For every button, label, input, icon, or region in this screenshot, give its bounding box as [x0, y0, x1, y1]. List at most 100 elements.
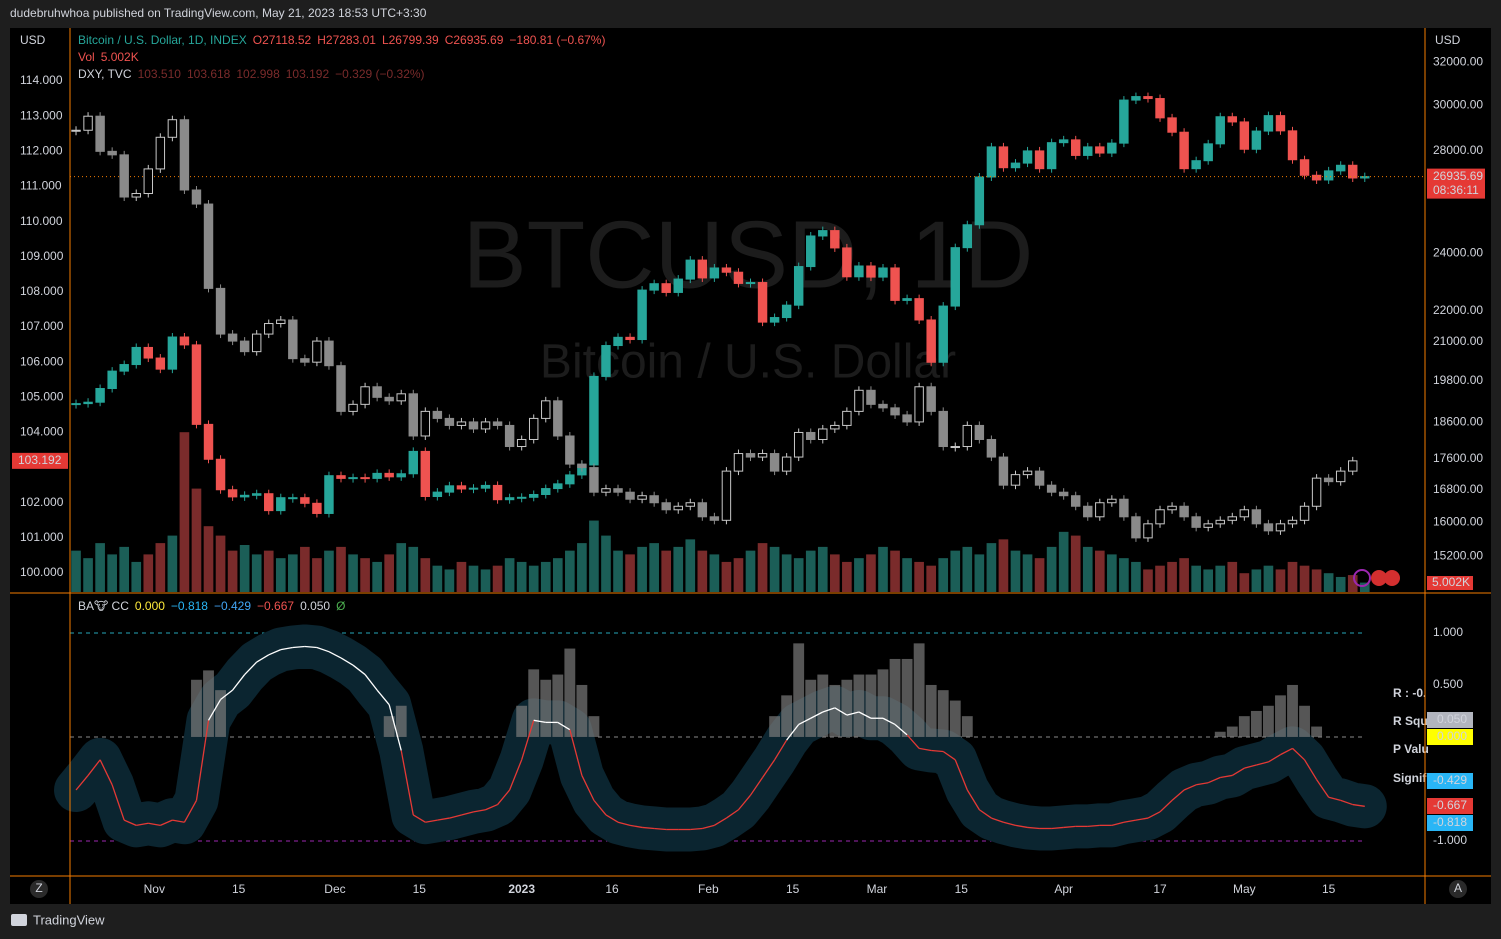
candle-body — [143, 346, 154, 359]
candle-body — [541, 400, 551, 419]
volume-bar — [420, 558, 431, 592]
histogram-bar — [1299, 705, 1310, 737]
candle-body — [1034, 470, 1045, 486]
candle-body — [661, 502, 671, 511]
candle-body — [360, 477, 370, 480]
volume-bar — [83, 558, 93, 592]
event-icon[interactable] — [1371, 570, 1387, 586]
candle-body — [95, 388, 105, 403]
correlation-segment — [533, 719, 546, 724]
candle-body — [1131, 516, 1141, 539]
left-tick-label: 108.000 — [20, 284, 64, 298]
left-tick-label: 109.000 — [20, 249, 64, 263]
candle-body — [215, 287, 226, 335]
button-z[interactable] — [30, 880, 48, 898]
candle-body — [516, 496, 527, 499]
legend-btc-name: Bitcoin / U.S. Dollar, 1D, INDEX — [78, 33, 247, 47]
histogram-bar — [949, 700, 961, 737]
legend-stat: C26935.69 — [445, 33, 504, 47]
button-a[interactable] — [1449, 880, 1467, 898]
legend-volume-name: Vol — [78, 50, 95, 64]
candle-body — [95, 115, 105, 152]
candle-body — [890, 267, 900, 301]
volume-bar — [516, 561, 527, 592]
candle-body — [842, 247, 852, 278]
histogram-bar — [1311, 726, 1323, 737]
button-a-label[interactable]: A — [1454, 881, 1462, 895]
volume-bar — [793, 558, 804, 592]
candle-body — [781, 456, 792, 472]
candle-body — [1179, 131, 1189, 170]
candle-body — [480, 421, 491, 430]
correlation-segment — [316, 646, 330, 653]
volume-bar — [251, 554, 262, 592]
volume-bar — [805, 550, 816, 592]
volume-bar — [300, 546, 310, 592]
correlation-segment — [280, 646, 293, 651]
event-icon[interactable] — [1384, 570, 1400, 586]
candle-body — [793, 431, 804, 458]
left-tick-label: 110.000 — [20, 214, 63, 228]
event-icon[interactable] — [1353, 569, 1371, 587]
legend-stat: 102.998 — [236, 67, 280, 81]
legend-dxy: DXY, TVC 103.510 103.618 102.998 103.192 −0.3… — [78, 67, 425, 81]
candle-body — [143, 168, 154, 195]
right-tick-label: 19800.00 — [1433, 373, 1483, 387]
volume-bar — [1275, 569, 1286, 592]
correlation-segment — [762, 759, 776, 778]
volume-bar — [179, 432, 190, 592]
volume-bar — [1191, 565, 1201, 592]
volume-bar — [1082, 546, 1093, 592]
volume-bar — [336, 546, 346, 592]
candle-body — [203, 423, 214, 460]
volume-bar — [408, 546, 419, 592]
candle-body — [806, 235, 816, 268]
correlation-segment — [388, 704, 402, 751]
time-tick-label: 2023 — [508, 882, 535, 896]
volume-bar — [589, 520, 599, 592]
histogram-bar — [937, 690, 949, 737]
correlation-segment — [1352, 803, 1365, 807]
legend-stat: H27283.01 — [317, 33, 376, 47]
correlation-segment — [966, 789, 980, 811]
left-tick-label: 106.000 — [20, 354, 64, 368]
candle-body — [191, 189, 202, 205]
correlation-segment — [123, 819, 137, 826]
histogram-bar — [853, 674, 865, 737]
volume-bar — [709, 554, 720, 592]
candle-body — [131, 193, 141, 198]
candle-body — [1287, 130, 1298, 161]
candle-body — [806, 431, 816, 440]
button-z-label[interactable]: Z — [35, 881, 42, 895]
correlation-segment — [75, 775, 89, 791]
candle-body — [276, 319, 286, 325]
volume-bar — [649, 543, 659, 592]
histogram-bar — [805, 679, 817, 737]
volume-bar — [613, 550, 623, 592]
candle-body — [601, 488, 611, 493]
candle-body — [227, 489, 238, 498]
volume-bar — [1263, 565, 1274, 592]
correlation-segment — [629, 824, 643, 829]
histogram-bar — [925, 684, 937, 737]
candle-body — [468, 487, 479, 490]
value-tag-label: 0.050 — [1437, 712, 1467, 726]
candle-body — [288, 319, 298, 360]
indicator-tick-label: 0.500 — [1433, 677, 1463, 691]
candle-body — [276, 497, 286, 512]
candle-body — [1227, 516, 1238, 521]
time-tick-label: 15 — [955, 882, 969, 896]
volume-bar — [1107, 554, 1117, 592]
candle-body — [1360, 176, 1370, 179]
volume-bar — [1335, 576, 1346, 592]
candle-body — [492, 484, 503, 501]
candle-body — [553, 400, 563, 437]
legend-volume-value: 5.002K — [101, 50, 139, 64]
histogram-bar — [540, 679, 552, 737]
time-tick-label: 15 — [1322, 882, 1336, 896]
correlation-segment — [593, 799, 607, 816]
volume-bar — [444, 569, 455, 592]
volume-bar — [348, 554, 358, 592]
candle-body — [613, 336, 623, 347]
correlation-segment — [617, 821, 631, 826]
